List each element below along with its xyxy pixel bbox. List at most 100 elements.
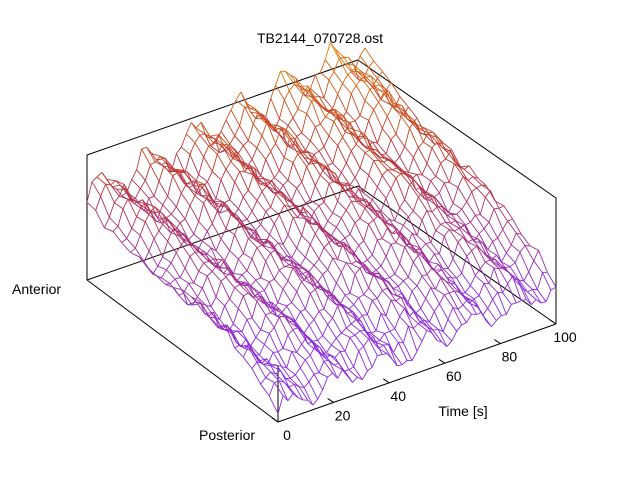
mesh-segment [322,324,329,336]
mesh-segment [417,191,424,198]
mesh-segment [267,186,274,194]
mesh-segment [313,258,320,266]
mesh-segment [393,352,403,365]
plot-box [86,59,557,423]
mesh-segment [285,378,295,385]
mesh-segment [399,96,409,108]
mesh-segment [247,190,258,201]
mesh-segment [260,211,267,225]
mesh-segment [434,253,444,269]
mesh-segment [318,201,325,206]
mesh-segment [160,155,166,159]
mesh-segment [287,180,297,189]
mesh-segment [337,259,347,264]
mesh-segment [218,324,228,327]
mesh-segment [339,351,350,370]
mesh-segment [311,99,317,102]
mesh-segment [191,180,197,182]
mesh-segment [270,84,277,99]
mesh-segment [465,292,475,300]
mesh-segment [436,339,442,343]
mesh-segment [455,162,461,168]
mesh-segment [302,332,309,344]
mesh-segment [271,180,278,192]
mesh-segment [198,271,208,277]
mesh-segment [221,324,228,330]
mesh-segment [333,121,343,138]
mesh-segment [335,332,342,339]
mesh-segment [207,271,213,277]
mesh-segment [300,359,306,369]
mesh-segment [527,289,533,293]
mesh-segment [105,183,115,203]
mesh-segment [533,260,543,273]
mesh-segment [426,274,436,290]
mesh-segment [385,82,392,91]
mesh-segment [153,181,160,197]
mesh-segment [171,206,177,215]
mesh-segment [314,74,325,99]
mesh-segment [524,245,535,261]
mesh-segment [323,183,330,203]
mesh-segment [280,191,286,197]
mesh-segment [275,249,281,258]
mesh-segment [487,308,497,321]
mesh-segment [198,262,204,272]
mesh-segment [385,153,396,163]
mesh-segment [406,118,413,124]
mesh-segment [476,245,486,263]
mesh-segment [345,63,354,66]
mesh-segment [340,162,347,173]
mesh-segment [216,144,223,155]
mesh-segment [447,258,454,269]
mesh-segment [199,301,206,314]
mesh-segment [270,143,276,152]
mesh-segment [398,107,404,116]
mesh-segment [326,231,332,236]
mesh-segment [404,308,410,317]
mesh-segment [91,176,98,183]
mesh-segment [204,313,211,318]
mesh-segment [457,304,464,310]
mesh-segment [395,133,406,147]
mesh-segment [383,220,389,225]
mesh-segment [290,74,300,87]
mesh-segment [209,134,219,137]
mesh-segment [189,195,196,206]
mesh-segment [288,261,295,266]
mesh-segment [293,384,304,401]
mesh-segment [355,319,366,331]
mesh-segment [426,329,433,334]
mesh-segment [318,205,329,222]
mesh-segment [300,367,310,383]
mesh-segment [151,153,157,161]
mesh-segment [210,141,217,147]
mesh-segment [466,313,472,323]
mesh-segment [399,316,409,327]
mesh-segment [268,223,275,235]
mesh-segment [292,117,303,134]
mesh-segment [179,218,186,224]
mesh-segment [368,274,375,289]
mesh-segment [447,203,454,213]
mesh-segment [214,202,221,214]
mesh-segment [361,76,367,80]
mesh-segment [433,311,444,332]
mesh-segment [282,288,293,303]
mesh-segment [400,296,411,317]
mesh-segment [209,261,216,267]
mesh-segment [234,347,244,358]
mesh-segment [265,159,275,178]
mesh-segment [478,295,489,309]
mesh-segment [392,342,399,353]
mesh-segment [473,295,480,300]
mesh-segment [416,285,427,299]
mesh-segment [220,238,231,251]
mesh-segment [146,147,152,154]
mesh-segment [213,312,219,327]
mesh-segment [96,172,103,178]
mesh-segment [301,235,311,245]
mesh-segment [479,268,490,284]
mesh-segment [314,185,325,203]
mesh-segment [399,146,406,157]
